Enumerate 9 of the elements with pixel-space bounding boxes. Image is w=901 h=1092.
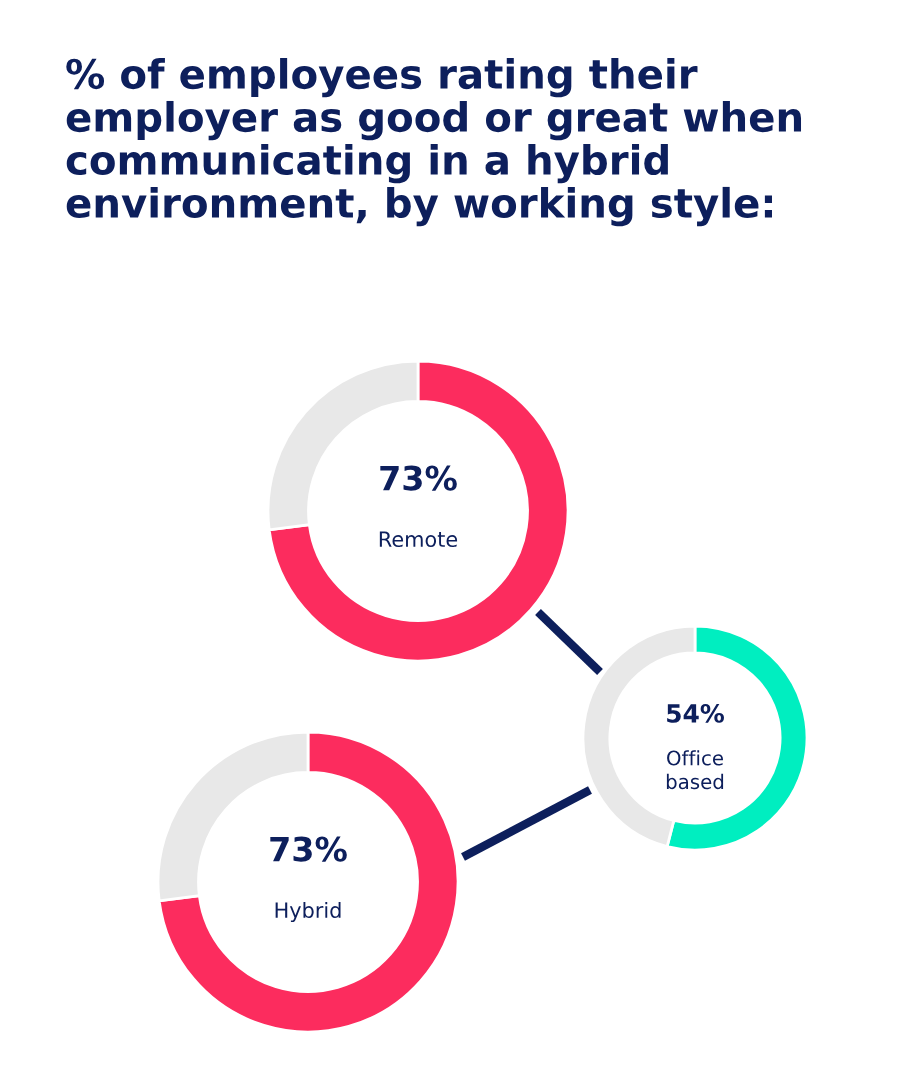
slice-label: Hybrid — [275, 901, 341, 923]
data-label: 73% — [270, 836, 347, 862]
donut-slice — [267, 359, 570, 663]
donut-slice — [157, 730, 460, 1034]
data-label: 73% — [380, 465, 457, 491]
slice-label: Office based — [666, 750, 724, 790]
slice-label: Remote — [379, 531, 458, 548]
data-label: 54% — [667, 704, 724, 723]
chart-title: % of employees rating their employer as good or great when communicating in a hybrid environment, by working style: — [66, 58, 802, 227]
